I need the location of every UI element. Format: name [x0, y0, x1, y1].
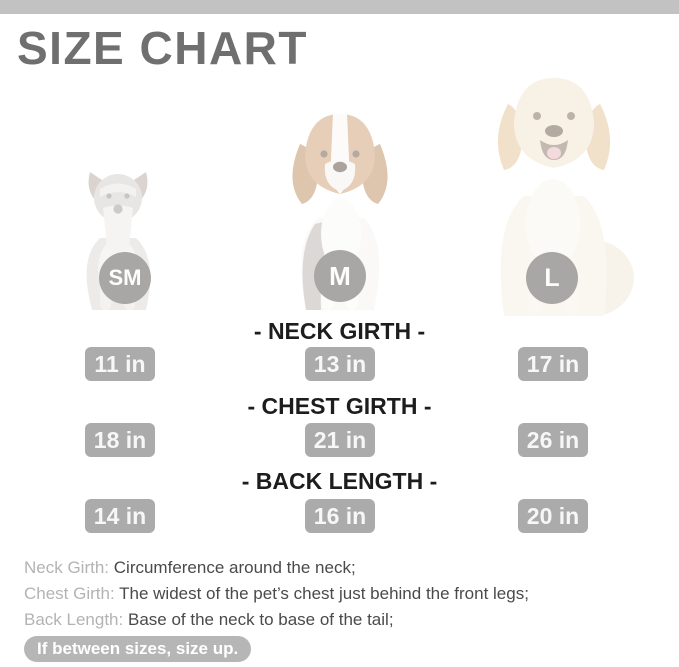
back-length-value-m: 16 in: [305, 499, 375, 533]
size-badge-sm: SM: [99, 252, 151, 304]
chest-girth-definition: Chest Girth: The widest of the pet’s che…: [24, 581, 529, 607]
back-length-value-sm: 14 in: [85, 499, 155, 533]
measurement-definitions: Neck Girth: Circumference around the nec…: [24, 555, 529, 633]
neck-girth-definition: Neck Girth: Circumference around the nec…: [24, 555, 529, 581]
size-badge-l: L: [526, 252, 578, 304]
size-badge-m-label: M: [329, 260, 351, 291]
back-length-definition-term: Back Length:: [24, 610, 124, 629]
neck-girth-definition-text: Circumference around the neck;: [113, 558, 356, 577]
chest-girth-definition-text: The widest of the pet’s chest just behin…: [119, 584, 529, 603]
neck-girth-value-m: 13 in: [305, 347, 375, 381]
neck-girth-value-sm: 11 in: [85, 347, 155, 381]
chest-girth-definition-term: Chest Girth:: [24, 584, 115, 603]
neck-girth-heading: - NECK GIRTH -: [253, 318, 426, 344]
sizing-note-pill: If between sizes, size up.: [24, 636, 252, 662]
chest-girth-value-l: 26 in: [518, 423, 588, 457]
size-badge-sm-label: SM: [108, 265, 142, 290]
neck-girth-value-l: 17 in: [518, 347, 588, 381]
chest-girth-heading: - CHEST GIRTH -: [247, 393, 432, 419]
size-badge-m: M: [314, 250, 366, 302]
chest-girth-value-m: 21 in: [305, 423, 375, 457]
back-length-definition: Back Length: Base of the neck to base of…: [24, 607, 529, 633]
chest-girth-value-sm: 18 in: [85, 423, 155, 457]
size-badge-l-label: L: [544, 263, 560, 292]
back-length-value-l: 20 in: [518, 499, 588, 533]
top-divider-bar: [0, 0, 679, 14]
back-length-definition-text: Base of the neck to base of the tail;: [127, 610, 394, 629]
neck-girth-definition-term: Neck Girth:: [24, 558, 110, 577]
page-title: SIZE CHART: [17, 22, 308, 74]
back-length-heading: - BACK LENGTH -: [241, 468, 438, 494]
